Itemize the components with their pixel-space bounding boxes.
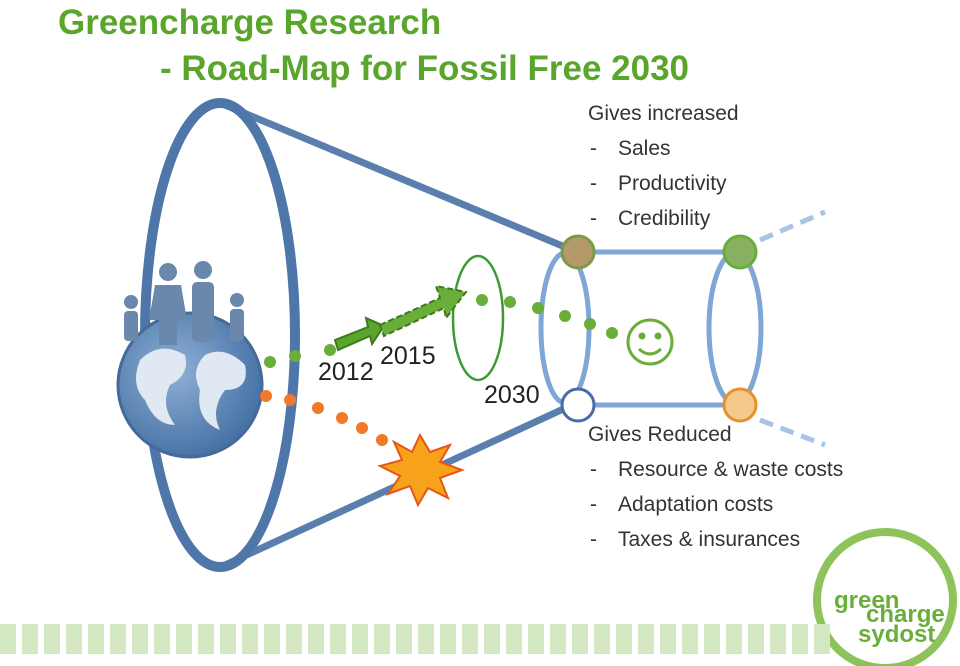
stripe bbox=[110, 624, 126, 654]
stripe bbox=[352, 624, 368, 654]
stripe bbox=[660, 624, 676, 654]
logo-text: charge bbox=[866, 601, 945, 628]
stripe bbox=[44, 624, 60, 654]
year: 2012 bbox=[318, 358, 374, 386]
stripe bbox=[792, 624, 808, 654]
logo-text: sydost bbox=[858, 621, 935, 648]
arrows bbox=[333, 284, 468, 352]
year: 2015 bbox=[380, 342, 436, 370]
list-item: Adaptation costs bbox=[618, 493, 773, 516]
stripe bbox=[594, 624, 610, 654]
icons bbox=[560, 234, 758, 423]
logo-text: green bbox=[834, 587, 899, 614]
subtitle: - Road-Map for Fossil Free 2030 bbox=[160, 49, 689, 88]
list-heading: Gives increased bbox=[588, 102, 739, 125]
stripe bbox=[330, 624, 346, 654]
stripe bbox=[308, 624, 324, 654]
list-item: Taxes & insurances bbox=[618, 528, 800, 551]
stripe bbox=[572, 624, 588, 654]
stripe bbox=[0, 624, 16, 654]
stripe bbox=[22, 624, 38, 654]
people bbox=[124, 261, 244, 345]
stripe bbox=[396, 624, 412, 654]
bullet: - bbox=[590, 207, 597, 230]
stripe bbox=[286, 624, 302, 654]
stripe bbox=[132, 624, 148, 654]
explosion bbox=[377, 432, 465, 508]
stripe bbox=[462, 624, 478, 654]
stripe bbox=[704, 624, 720, 654]
stripe bbox=[550, 624, 566, 654]
list-item: Sales bbox=[618, 137, 671, 160]
stripe bbox=[66, 624, 82, 654]
stripe bbox=[528, 624, 544, 654]
bullet: - bbox=[590, 528, 597, 551]
stripe bbox=[506, 624, 522, 654]
smiley bbox=[626, 318, 674, 366]
stripe bbox=[198, 624, 214, 654]
stripe bbox=[220, 624, 236, 654]
list-item: Productivity bbox=[618, 172, 727, 195]
year: 2030 bbox=[484, 381, 540, 409]
stripe bbox=[88, 624, 104, 654]
bullet: - bbox=[590, 458, 597, 481]
stripe bbox=[374, 624, 390, 654]
globe bbox=[116, 311, 264, 459]
stripe bbox=[726, 624, 742, 654]
list-item: Credibility bbox=[618, 207, 711, 230]
orange-path bbox=[260, 390, 388, 446]
bullet: - bbox=[590, 493, 597, 516]
stripe bbox=[770, 624, 786, 654]
title: Greencharge Research bbox=[58, 3, 441, 42]
green-path bbox=[264, 294, 618, 368]
milestone-ring bbox=[451, 254, 505, 382]
stripe bbox=[440, 624, 456, 654]
footer-strip bbox=[0, 624, 830, 654]
list-item: Resource & waste costs bbox=[618, 458, 843, 481]
stripe bbox=[748, 624, 764, 654]
stripe bbox=[682, 624, 698, 654]
stripe bbox=[484, 624, 500, 654]
bullet: - bbox=[590, 137, 597, 160]
stripe bbox=[638, 624, 654, 654]
stripe bbox=[264, 624, 280, 654]
stripe bbox=[242, 624, 258, 654]
stripe bbox=[616, 624, 632, 654]
logo: green charge sydost bbox=[813, 528, 957, 666]
list-heading: Gives Reduced bbox=[588, 423, 732, 446]
stripe bbox=[814, 624, 830, 654]
stripe bbox=[418, 624, 434, 654]
stripe bbox=[154, 624, 170, 654]
stripe bbox=[176, 624, 192, 654]
bullet: - bbox=[590, 172, 597, 195]
